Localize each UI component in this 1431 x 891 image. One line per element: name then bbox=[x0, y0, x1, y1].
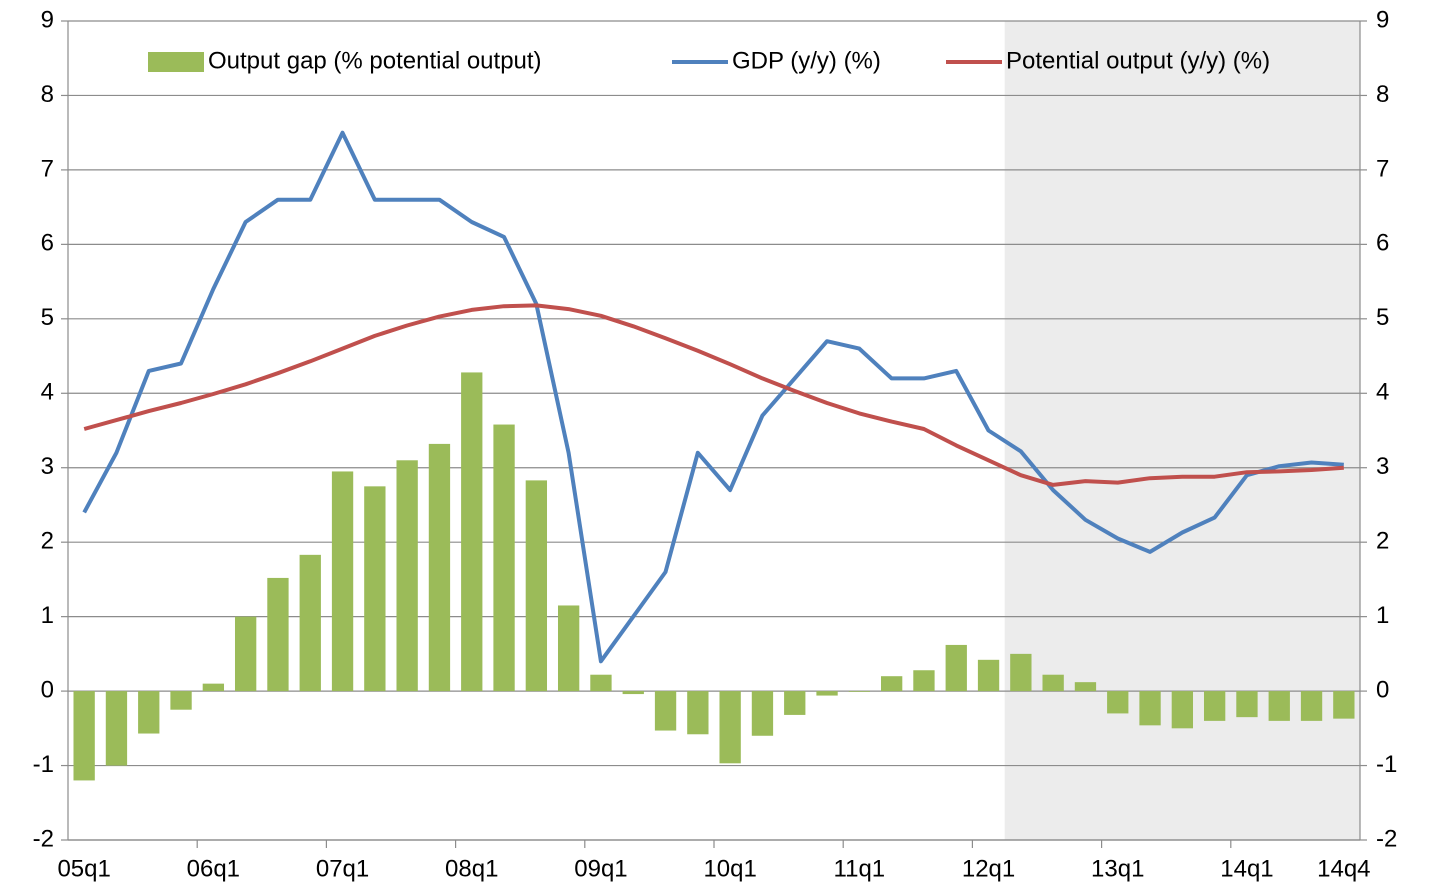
y-tick-label: 1 bbox=[41, 602, 54, 629]
bar bbox=[1074, 682, 1097, 692]
bar bbox=[202, 683, 225, 692]
bar bbox=[138, 691, 160, 734]
bar bbox=[105, 691, 128, 766]
bar bbox=[1268, 691, 1290, 721]
bar bbox=[622, 691, 644, 695]
bar bbox=[1107, 691, 1129, 714]
y-tick-label: 5 bbox=[41, 304, 54, 331]
bar bbox=[945, 644, 967, 692]
x-tick-label: 13q1 bbox=[1091, 855, 1144, 882]
legend-label: GDP (y/y) (%) bbox=[732, 47, 881, 74]
legend-label: Potential output (y/y) (%) bbox=[1006, 47, 1270, 74]
bar bbox=[590, 674, 612, 692]
bar bbox=[525, 480, 548, 692]
y2-tick-label: 1 bbox=[1376, 602, 1389, 629]
bar bbox=[364, 486, 386, 692]
line-series bbox=[82, 130, 1344, 664]
y2-tick-label: 8 bbox=[1376, 81, 1389, 108]
y-tick-label: 6 bbox=[41, 230, 54, 257]
y2-tick-label: -1 bbox=[1376, 751, 1397, 778]
bar bbox=[848, 691, 871, 692]
x-tick-label: 10q1 bbox=[703, 855, 756, 882]
bar bbox=[1333, 691, 1355, 719]
x-tick-label: 11q1 bbox=[834, 855, 886, 882]
bar bbox=[73, 691, 95, 781]
bar bbox=[751, 691, 774, 736]
bar bbox=[557, 605, 580, 692]
bar bbox=[1139, 691, 1161, 726]
x-tick-label: 07q1 bbox=[316, 855, 369, 882]
bar bbox=[977, 659, 1000, 692]
bar bbox=[1203, 691, 1226, 721]
bar bbox=[461, 372, 483, 692]
y-tick-label: 9 bbox=[41, 6, 54, 33]
y2-tick-label: 5 bbox=[1376, 304, 1389, 331]
y-tick-label: -1 bbox=[33, 751, 54, 778]
legend-label: Output gap (% potential output) bbox=[208, 47, 542, 74]
y2-tick-label: 3 bbox=[1376, 453, 1389, 480]
bar bbox=[816, 691, 838, 696]
bar bbox=[1010, 653, 1032, 692]
x-tick-label: 14q1 bbox=[1220, 855, 1273, 882]
y2-tick-label: 2 bbox=[1376, 528, 1389, 555]
bar bbox=[1236, 691, 1258, 718]
y-tick-label: -2 bbox=[33, 825, 54, 852]
x-tick-label: 06q1 bbox=[187, 855, 240, 882]
legend-swatch bbox=[148, 52, 204, 72]
bar bbox=[784, 691, 806, 715]
x-tick-label: 05q1 bbox=[57, 855, 110, 882]
y2-tick-label: 6 bbox=[1376, 230, 1389, 257]
bar bbox=[170, 691, 192, 710]
bar bbox=[687, 691, 709, 735]
x-tick-label: 12q1 bbox=[962, 855, 1015, 882]
y2-tick-label: 4 bbox=[1376, 379, 1389, 406]
bar bbox=[331, 471, 354, 692]
bar bbox=[913, 670, 935, 692]
bar bbox=[428, 443, 451, 692]
line-series bbox=[83, 303, 1344, 487]
x-tick-label: 08q1 bbox=[445, 855, 498, 882]
bar bbox=[719, 691, 741, 764]
bar bbox=[234, 616, 257, 692]
y-tick-label: 0 bbox=[41, 676, 54, 703]
bar bbox=[1042, 674, 1064, 692]
bar bbox=[1171, 691, 1194, 729]
y2-tick-label: 0 bbox=[1376, 676, 1389, 703]
bar bbox=[1300, 691, 1323, 721]
y2-tick-label: 7 bbox=[1376, 155, 1389, 182]
y-tick-label: 4 bbox=[41, 379, 54, 406]
y2-tick-label: -2 bbox=[1376, 825, 1397, 852]
x-tick-label: 09q1 bbox=[574, 855, 627, 882]
bar bbox=[299, 554, 321, 692]
bar bbox=[654, 691, 677, 731]
x-tick-label: 14q4 bbox=[1317, 855, 1370, 882]
bar bbox=[396, 460, 418, 692]
bar bbox=[880, 676, 903, 692]
y-tick-label: 2 bbox=[41, 528, 54, 555]
bar bbox=[493, 424, 515, 692]
y-tick-label: 8 bbox=[41, 81, 54, 108]
y2-tick-label: 9 bbox=[1376, 6, 1389, 33]
bar bbox=[267, 577, 289, 692]
y-tick-label: 3 bbox=[41, 453, 54, 480]
y-tick-label: 7 bbox=[41, 155, 54, 182]
